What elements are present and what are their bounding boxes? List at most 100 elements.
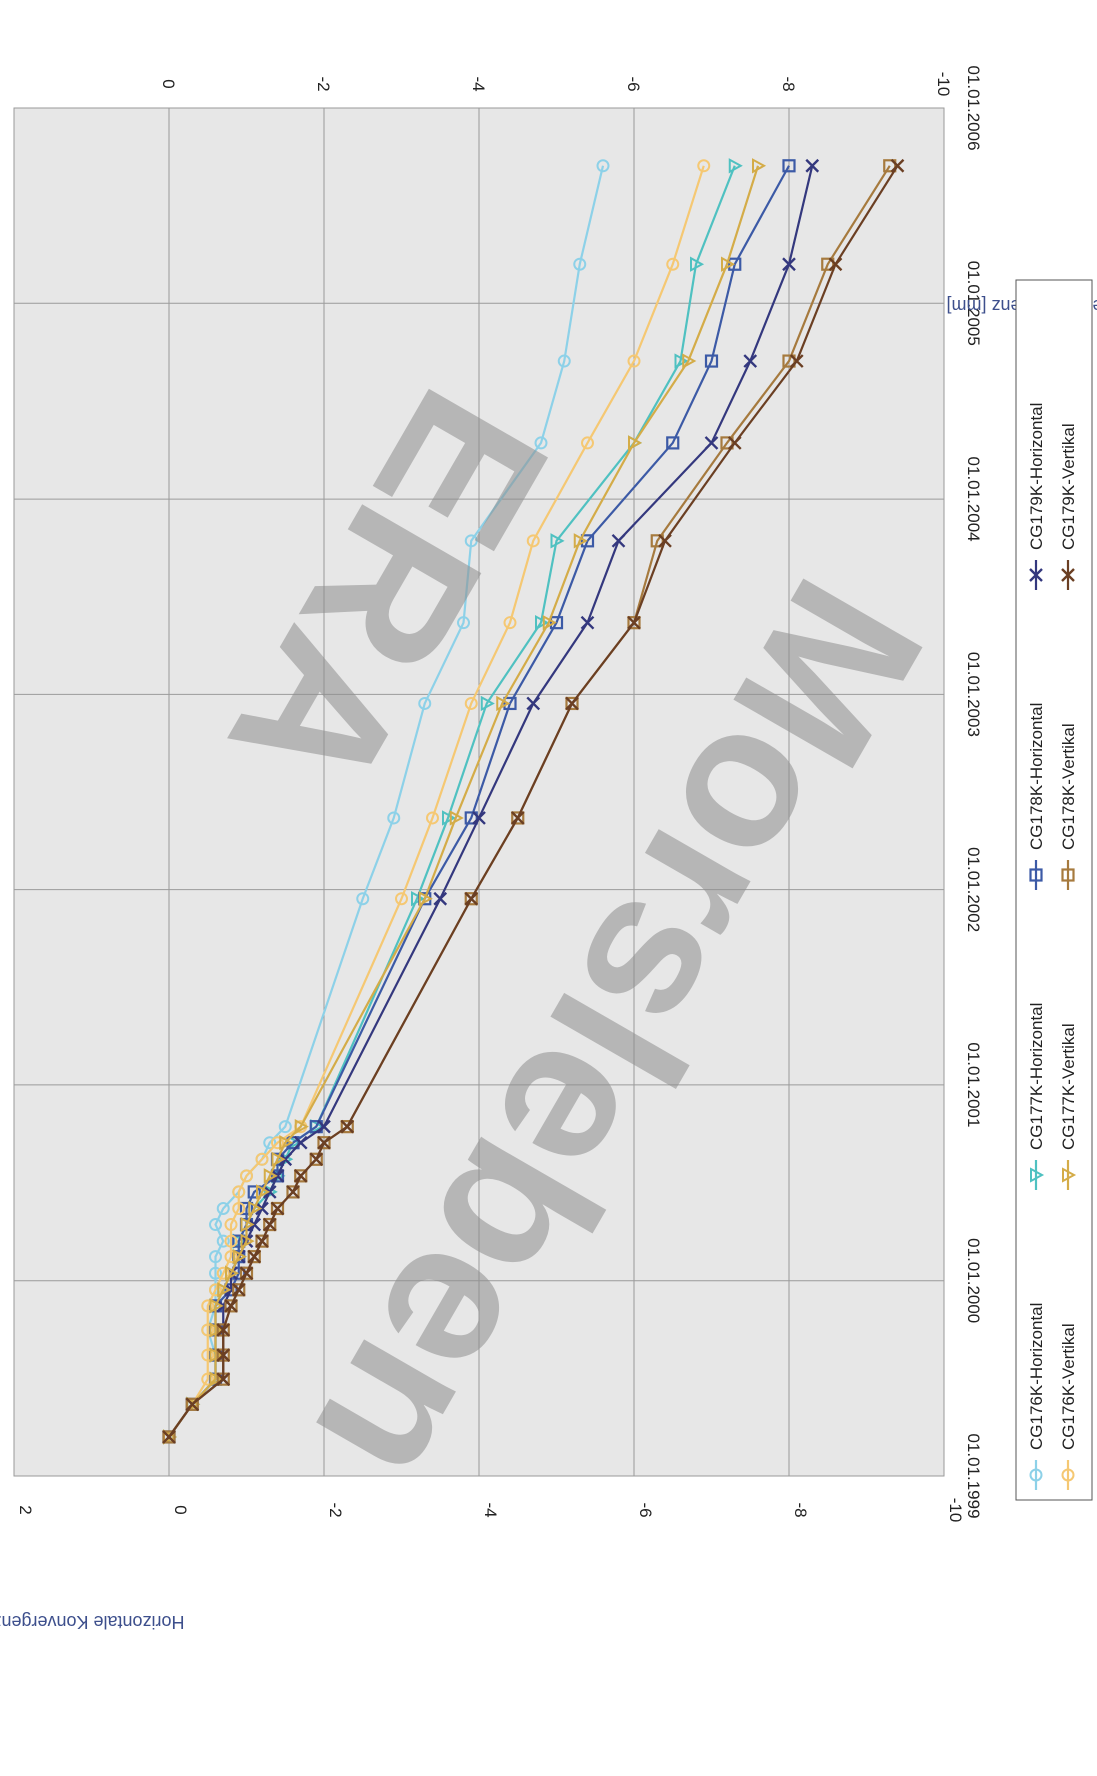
data-point xyxy=(565,696,579,711)
data-point xyxy=(162,1430,176,1444)
x-tick-label: 01.01.2002 xyxy=(964,847,983,932)
y-tick-label-left: -2 xyxy=(326,1502,345,1517)
data-point xyxy=(201,1323,215,1337)
data-point xyxy=(216,1372,231,1387)
data-point xyxy=(704,436,719,450)
data-point xyxy=(309,1152,324,1167)
data-point xyxy=(442,810,457,826)
data-point xyxy=(752,158,767,174)
data-point xyxy=(682,353,697,369)
data-point xyxy=(224,1250,238,1264)
data-point xyxy=(201,1372,215,1386)
data-point xyxy=(317,1136,331,1150)
series-line xyxy=(168,165,814,1438)
y-tick-label-right: -6 xyxy=(624,76,643,91)
legend-marker xyxy=(1029,568,1043,582)
data-point xyxy=(231,1282,246,1297)
data-point xyxy=(464,696,478,710)
legend-marker xyxy=(1062,1167,1077,1183)
data-point xyxy=(217,1282,232,1298)
data-point xyxy=(248,1200,263,1217)
data-point xyxy=(828,257,843,272)
data-point xyxy=(418,696,432,710)
data-point xyxy=(542,614,557,631)
data-point xyxy=(293,1169,308,1183)
data-point xyxy=(279,1135,294,1151)
data-point xyxy=(658,533,672,548)
data-point xyxy=(247,1250,261,1264)
data-point xyxy=(550,533,565,549)
data-point xyxy=(232,1201,246,1215)
data-point xyxy=(263,1217,277,1232)
x-tick-label: 01.01.1999 xyxy=(964,1433,983,1518)
data-point xyxy=(464,811,478,825)
data-point xyxy=(650,534,664,548)
data-point xyxy=(209,1347,224,1363)
data-point xyxy=(782,354,796,368)
data-point xyxy=(535,614,550,631)
data-point xyxy=(395,892,408,906)
x-tick-label: 01.01.2004 xyxy=(964,457,983,542)
data-point xyxy=(627,615,641,630)
data-point xyxy=(216,1266,230,1280)
legend-item: CG177K-Vertikal xyxy=(1059,1023,1078,1190)
data-point xyxy=(480,695,495,712)
data-point xyxy=(239,1201,254,1216)
data-point xyxy=(286,1185,300,1199)
legend-marker xyxy=(1029,868,1043,882)
data-point xyxy=(782,159,796,173)
data-point xyxy=(224,1234,238,1248)
data-point xyxy=(263,1136,277,1150)
data-point xyxy=(239,1266,254,1280)
data-point xyxy=(526,534,540,548)
data-point xyxy=(201,1348,215,1362)
data-point xyxy=(418,891,433,907)
data-point xyxy=(890,158,905,173)
y-axis-title-left: Horizontale Konvergenz [mm] xyxy=(0,1612,185,1632)
data-point xyxy=(573,257,587,271)
data-point xyxy=(727,436,742,450)
y-tick-label-left: 0 xyxy=(171,1505,190,1514)
legend-marker xyxy=(1029,1468,1043,1482)
data-point xyxy=(293,1135,308,1150)
data-point xyxy=(209,1266,222,1280)
data-point xyxy=(209,1218,222,1232)
data-point xyxy=(232,1283,246,1297)
data-point xyxy=(262,1217,277,1232)
data-point xyxy=(209,1298,224,1314)
data-point xyxy=(279,1151,294,1167)
data-point xyxy=(232,1248,247,1265)
x-tick-label: 01.01.2000 xyxy=(964,1238,983,1323)
data-point xyxy=(255,1234,269,1248)
data-point xyxy=(581,436,594,450)
y-tick-label-right: -8 xyxy=(779,76,798,91)
legend-marker xyxy=(1061,568,1075,582)
data-point xyxy=(317,1119,331,1134)
data-point xyxy=(286,1136,300,1150)
data-point xyxy=(216,1201,230,1215)
data-point xyxy=(580,615,595,630)
data-point xyxy=(666,436,680,450)
data-point xyxy=(224,1299,238,1313)
data-point xyxy=(464,534,478,548)
plot-frame xyxy=(13,107,945,1477)
data-point xyxy=(433,891,448,906)
data-point xyxy=(340,1120,354,1134)
data-point xyxy=(627,616,641,630)
data-point xyxy=(271,1151,286,1167)
data-point xyxy=(340,1119,355,1134)
data-point xyxy=(270,1201,285,1216)
series-layer xyxy=(162,158,905,1445)
data-point xyxy=(255,1234,269,1248)
x-tick-label: 01.01.2006 xyxy=(964,65,983,150)
data-point xyxy=(294,1118,309,1135)
legend-box xyxy=(1015,279,1093,1501)
y-tick-label-left: -10 xyxy=(946,1498,965,1523)
data-point xyxy=(263,1168,278,1184)
data-point xyxy=(185,1397,199,1411)
data-point xyxy=(526,696,541,711)
legend-label: CG178K-Horizontal xyxy=(1027,703,1046,850)
data-point xyxy=(294,1169,308,1183)
data-point xyxy=(239,1266,254,1281)
